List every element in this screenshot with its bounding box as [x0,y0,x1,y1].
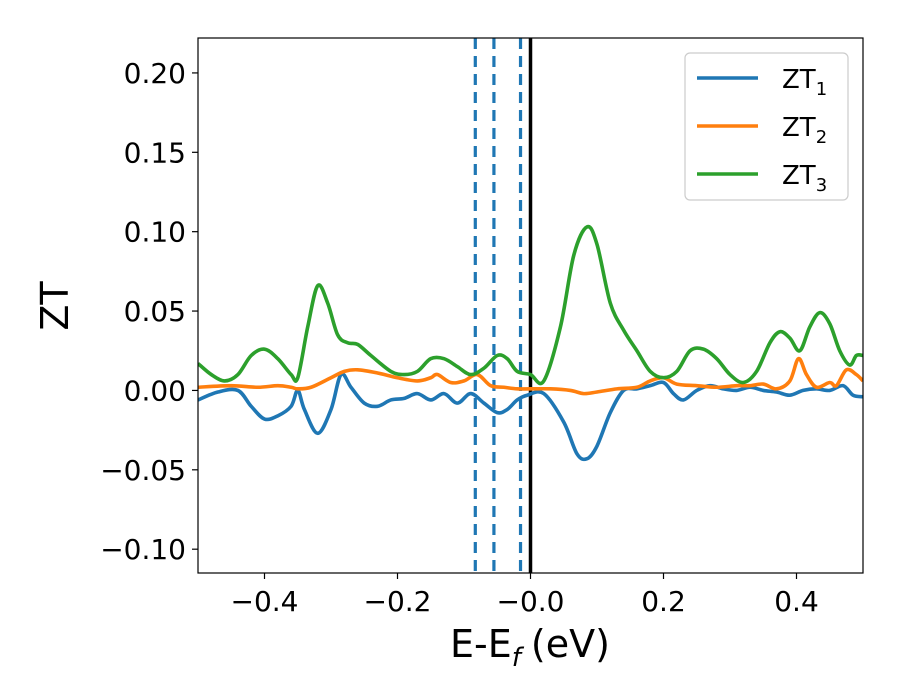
y-axis-label: ZT [33,281,77,331]
x-axis-label-unit: (eV) [531,622,610,666]
y-tick-label: 0.10 [124,216,186,249]
series-lines [198,224,863,462]
legend-label-zt1: ZT1 [782,65,827,100]
y-tick-label: −0.05 [100,454,186,487]
x-axis-ticks: −0.4 −0.2 −0.0 0.2 0.4 [231,573,819,618]
legend: ZT1 ZT2 ZT3 [684,52,849,201]
y-tick-label: 0.20 [124,57,186,90]
x-tick-label: −0.4 [231,585,299,618]
legend-label-zt3: ZT3 [782,161,827,196]
y-tick-label: 0.00 [124,374,186,407]
x-axis-label-main: E-E [450,622,512,666]
x-tick-label: −0.0 [497,585,565,618]
series-line-zt1 [198,372,863,462]
x-tick-label: 0.2 [641,585,686,618]
x-tick-label: 0.4 [774,585,819,618]
series-line-zt2 [198,356,863,396]
legend-box [684,52,849,201]
x-axis-label: E-Ef (eV) [450,622,610,673]
y-tick-label: −0.10 [100,533,186,566]
legend-label-zt2: ZT2 [782,113,827,148]
y-axis-ticks: −0.10 −0.05 0.00 0.05 0.10 0.15 0.20 [100,57,198,566]
y-tick-label: 0.05 [124,295,186,328]
x-axis-label-subscript: f [512,643,525,673]
series-line-zt3 [198,224,863,386]
y-tick-label: 0.15 [124,136,186,169]
fermi-reference-lines [473,38,533,573]
x-tick-label: −0.2 [364,585,432,618]
